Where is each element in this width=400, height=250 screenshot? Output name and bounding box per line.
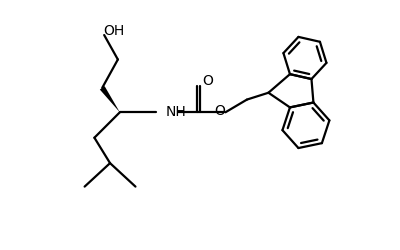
Text: O: O xyxy=(214,104,225,118)
Polygon shape xyxy=(100,86,120,112)
Text: O: O xyxy=(202,74,213,88)
Text: OH: OH xyxy=(103,24,124,38)
Text: NH: NH xyxy=(166,105,186,119)
